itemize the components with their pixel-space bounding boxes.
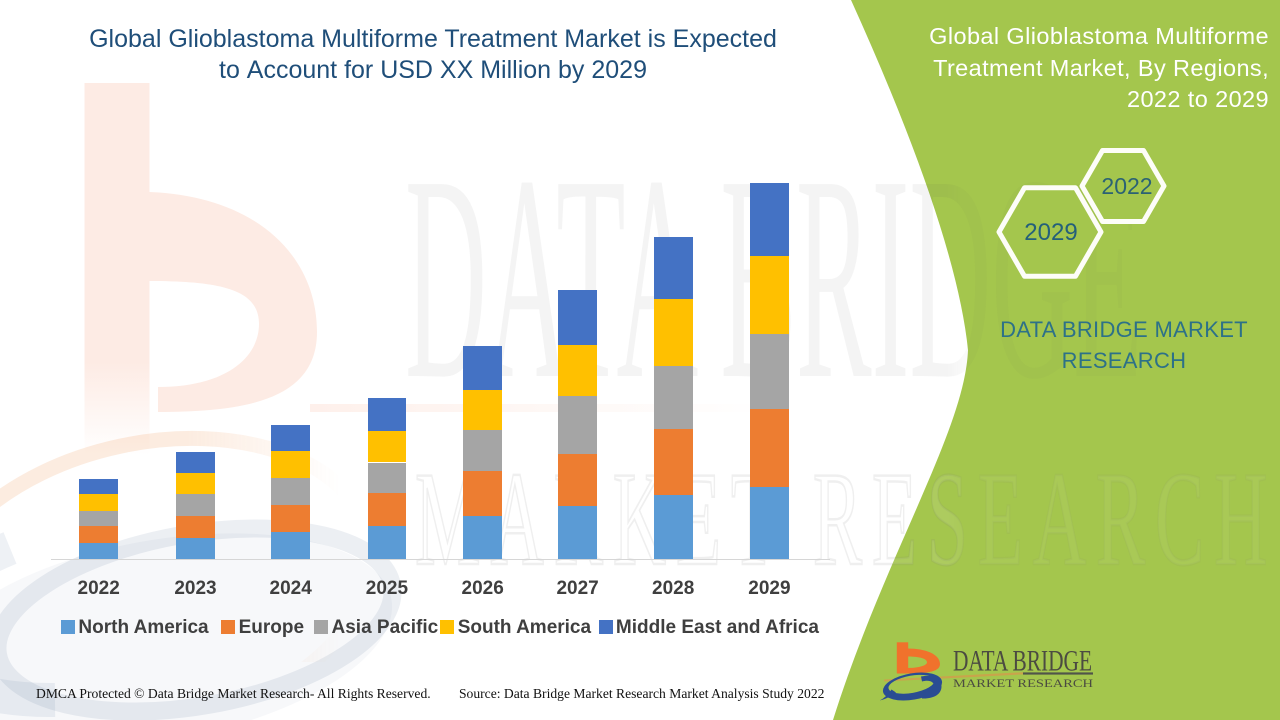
svg-text:DATA BRIDGE: DATA BRIDGE — [953, 645, 1092, 678]
svg-text:MARKET RESEARCH: MARKET RESEARCH — [953, 678, 1093, 690]
